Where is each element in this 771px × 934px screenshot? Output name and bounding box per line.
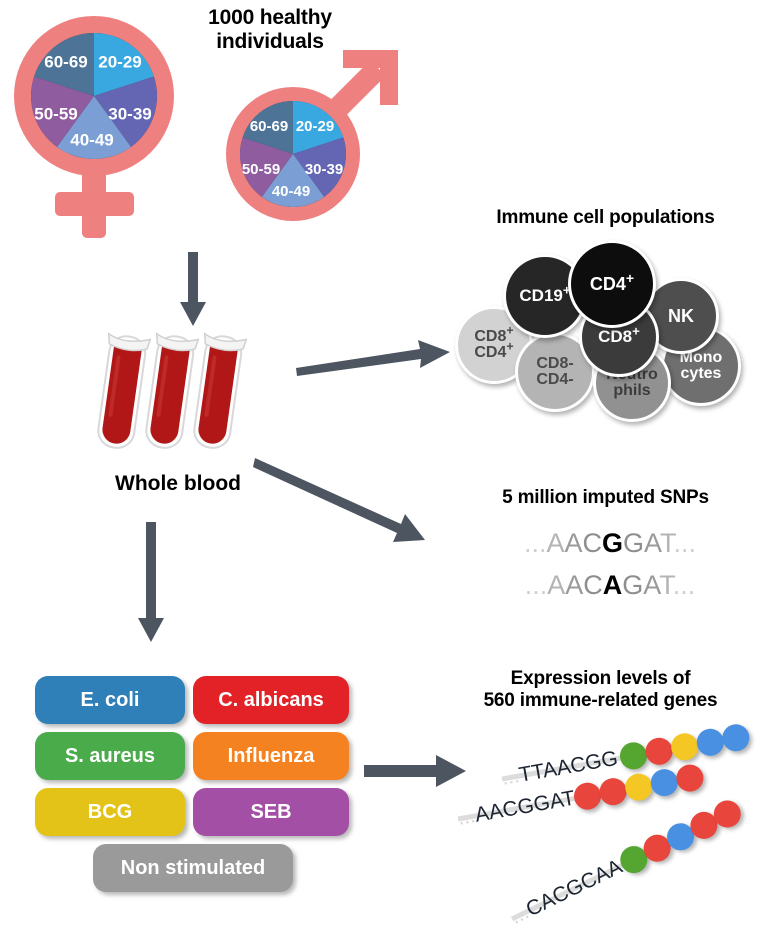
immune-cell-label: CD4+	[589, 269, 635, 294]
snp-ellipsis-right: ...	[673, 528, 697, 558]
gene-bead	[648, 766, 680, 799]
snp-variant-allele: G	[601, 528, 623, 558]
male-pie-label-40-49: 40-49	[272, 183, 310, 200]
snps-section-title: 5 million imputed SNPs	[502, 487, 709, 508]
blood-tube	[97, 332, 152, 449]
snp-variant-allele: A	[602, 570, 623, 600]
gene-bead	[623, 771, 655, 803]
genes-section-title: Expression levels of 560 immune-related …	[483, 668, 718, 712]
female-pie-label-20-29: 20-29	[98, 52, 141, 71]
immune-cell-cd4p: CD4+	[568, 240, 656, 328]
stimulus-label: E. coli	[80, 688, 140, 711]
stimulus-label: C. albicans	[218, 688, 324, 711]
male-pie-label-20-29: 20-29	[296, 118, 334, 135]
strand-sequence: ...CACGCAA	[506, 855, 626, 929]
snp-ellipsis-right: ...	[672, 570, 696, 600]
male-age-pie	[239, 100, 347, 207]
arrow-blood-to-stimuli	[135, 522, 167, 644]
gene-strand: ...CACGCAA	[505, 777, 771, 934]
arrow-cohort-to-blood	[178, 252, 208, 328]
stimulus-label: SEB	[250, 800, 292, 823]
female-age-pie	[31, 33, 157, 160]
immune-cell-label: NK	[668, 305, 694, 326]
immune-cell-label: CD8+	[598, 323, 640, 347]
arrow-blood-to-immune	[294, 330, 454, 380]
snp-sequence-row: ...AACGGAT...	[523, 528, 697, 558]
stimuli-panel: E. coli C. albicans S. aureus Influenza …	[35, 676, 355, 896]
strand-backbone	[501, 755, 625, 782]
strand-backbone	[457, 795, 581, 822]
blood-tube	[193, 332, 248, 449]
immune-cell-cd19p: CD19+	[503, 254, 587, 338]
page-title: 1000 healthy individuals	[208, 6, 332, 54]
arrow-stimuli-to-genes	[364, 752, 468, 792]
immune-section-title: Immune cell populations	[496, 207, 715, 228]
female-symbol: 20-29 30-39 40-49 50-59 60-69	[8, 10, 198, 250]
stimulus-non-stimulated[interactable]: Non stimulated	[93, 844, 293, 892]
immune-cell-label: CD8- CD4-	[536, 354, 574, 388]
male-pie-label-30-39: 30-39	[305, 161, 343, 178]
female-pie-label-60-69: 60-69	[44, 52, 87, 71]
snp-ellipsis-left: ...	[523, 528, 547, 558]
snp-sequences: ...AACGGAT... ...AACAGAT...	[470, 528, 750, 618]
gene-bead	[720, 722, 752, 754]
gene-bead	[694, 726, 726, 758]
gene-expression-strands: ...TTAACGG ...AACGGAT	[440, 722, 771, 929]
stimulus-label: BCG	[87, 800, 133, 823]
immune-cell-nk: NK	[643, 278, 719, 354]
male-symbol: 20-29 30-39 40-49 50-59 60-69	[210, 42, 410, 242]
gene-bead	[643, 735, 675, 767]
snp-sequence-row: ...AACAGAT...	[524, 570, 696, 600]
stimulus-influenza[interactable]: Influenza	[193, 732, 349, 780]
immune-cell-label: Mono cytes	[679, 348, 723, 382]
stimulus-bcg[interactable]: BCG	[35, 788, 185, 836]
stimulus-label: Influenza	[227, 744, 315, 767]
stimulus-s-aureus[interactable]: S. aureus	[35, 732, 185, 780]
gene-strand: ...AACGGAT	[455, 752, 746, 836]
female-pie-label-40-49: 40-49	[70, 130, 113, 149]
stimulus-label: Non stimulated	[120, 856, 266, 879]
stimulus-c-albicans[interactable]: C. albicans	[193, 676, 349, 724]
whole-blood-label: Whole blood	[115, 472, 241, 495]
female-pie-label-30-39: 30-39	[108, 104, 151, 123]
strand-backbone	[510, 862, 625, 922]
snp-ellipsis-left: ...	[524, 570, 548, 600]
gene-strand: ...TTAACGG	[499, 715, 771, 795]
gene-bead	[669, 731, 701, 763]
blood-tubes	[95, 330, 265, 460]
male-pie-label-50-59: 50-59	[242, 161, 280, 178]
stimulus-label: S. aureus	[64, 744, 156, 767]
immune-cell-label: CD8+ CD4+	[474, 323, 514, 361]
male-pie-label-60-69: 60-69	[250, 118, 288, 135]
stimulus-e-coli[interactable]: E. coli	[35, 676, 185, 724]
blood-tube	[145, 332, 200, 449]
gene-bead	[597, 776, 629, 808]
arrow-blood-to-snps	[253, 448, 433, 553]
female-pie-label-50-59: 50-59	[34, 104, 77, 123]
immune-cell-cluster: CD8+CD4+ CD19+ CD4+ CD8-CD4- CD8+ NK Neu…	[455, 240, 755, 430]
immune-cell-label: CD19+	[519, 282, 571, 306]
stimulus-seb[interactable]: SEB	[193, 788, 349, 836]
gene-bead	[674, 762, 706, 794]
